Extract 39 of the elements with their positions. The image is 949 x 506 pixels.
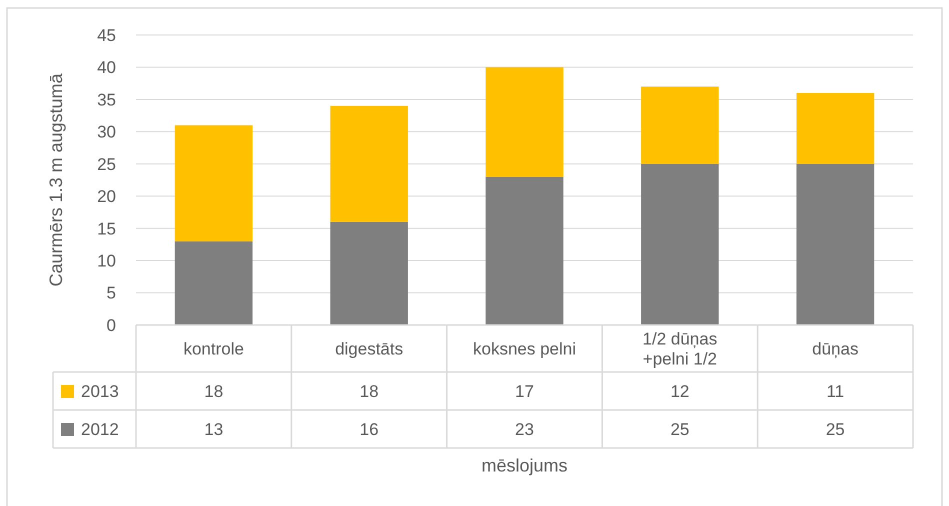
y-tick-label: 0: [106, 316, 116, 335]
x-axis-title: mēslojums: [481, 455, 568, 476]
y-tick-label: 25: [97, 154, 116, 174]
x-tick-label: dūņas: [812, 339, 858, 358]
bar: [174, 125, 253, 242]
bar: [330, 222, 408, 325]
y-tick-label: 30: [97, 122, 116, 142]
legend-label: 2012: [81, 420, 119, 439]
bar: [641, 86, 719, 164]
data-label: 25: [670, 420, 690, 439]
data-label: 18: [204, 382, 224, 401]
data-label: 12: [670, 382, 690, 401]
bar: [330, 106, 408, 222]
y-tick-label: 5: [106, 284, 116, 303]
x-tick-label: koksnes pelni: [472, 339, 576, 358]
data-label: 16: [360, 420, 379, 439]
bar: [486, 176, 564, 325]
data-label: 23: [515, 420, 534, 439]
data-label: 17: [515, 382, 534, 401]
x-tick-label: digestāts: [335, 339, 404, 358]
bar: [796, 93, 874, 164]
data-label: 13: [204, 420, 224, 439]
bar: [641, 164, 719, 325]
y-tick-label: 40: [97, 58, 116, 78]
bar: [796, 164, 874, 325]
y-tick-label: 10: [97, 252, 116, 271]
y-tick-label: 15: [97, 219, 116, 238]
bar: [174, 241, 253, 325]
y-tick-label: 35: [97, 90, 116, 110]
bar: [486, 67, 564, 177]
data-label: 25: [826, 420, 845, 439]
y-tick-label: 45: [97, 26, 116, 45]
y-tick-label: 20: [97, 187, 116, 206]
y-axis-title: Caurmērs 1.3 m augstumā: [46, 72, 66, 287]
x-tick-label: kontrole: [183, 339, 244, 358]
data-label: 11: [826, 382, 844, 401]
data-label: 18: [360, 382, 379, 401]
legend-label: 2013: [81, 382, 119, 401]
x-tick-label: 1/2 dūņas +pelni 1/2: [642, 329, 718, 368]
